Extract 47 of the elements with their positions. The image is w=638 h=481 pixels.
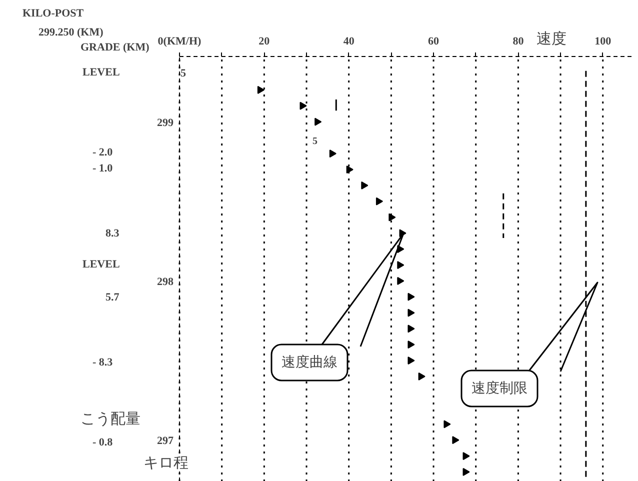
annotation: 速度制限 <box>472 380 528 396</box>
y-tick-label: 299 <box>157 116 174 129</box>
point <box>462 452 470 460</box>
x-tick-label: 80 <box>512 36 524 48</box>
y-tick-label: 298 <box>157 276 174 288</box>
text: KILO-POST <box>22 8 84 20</box>
x-tick-label: 20 <box>258 36 270 48</box>
point <box>408 324 415 333</box>
text: - 1.0 <box>92 162 114 174</box>
point <box>388 213 396 222</box>
point <box>408 292 415 301</box>
point <box>346 166 354 174</box>
text: - 2.0 <box>92 146 114 158</box>
x-tick-label: 60 <box>428 36 440 48</box>
point <box>397 261 404 270</box>
point <box>300 102 307 110</box>
point <box>397 276 404 285</box>
x-tick-label: 100 <box>594 36 612 48</box>
text: 8.3 <box>106 228 120 240</box>
text: LEVEL <box>82 258 120 270</box>
y-axis-title: キロ程 <box>144 454 188 472</box>
point <box>418 372 426 380</box>
y2-axis-title: こう配量 <box>80 410 140 428</box>
point <box>329 150 336 158</box>
point <box>408 308 415 317</box>
point <box>462 468 470 476</box>
point <box>452 436 460 444</box>
x-axis-title: 速度 <box>536 30 566 48</box>
point <box>361 181 368 190</box>
annotation: 5 <box>180 68 186 80</box>
point <box>376 197 384 206</box>
point <box>257 86 264 94</box>
text: 299.250 (KM) <box>38 26 104 38</box>
x-tick-label: 40 <box>343 36 355 48</box>
text: - 8.3 <box>92 356 114 368</box>
point <box>444 420 451 428</box>
text: - 0.8 <box>92 436 114 448</box>
text: GRADE (KM) <box>80 42 150 54</box>
text: 5.7 <box>106 292 120 304</box>
y-tick-label: 297 <box>157 435 174 448</box>
text: LEVEL <box>82 66 120 78</box>
point <box>408 356 415 365</box>
annotation: 速度曲線 <box>282 354 338 370</box>
x-tick-label: 0(KM/H) <box>158 36 202 48</box>
point <box>314 118 322 126</box>
annotation: 5 <box>312 136 318 147</box>
point <box>408 340 415 349</box>
